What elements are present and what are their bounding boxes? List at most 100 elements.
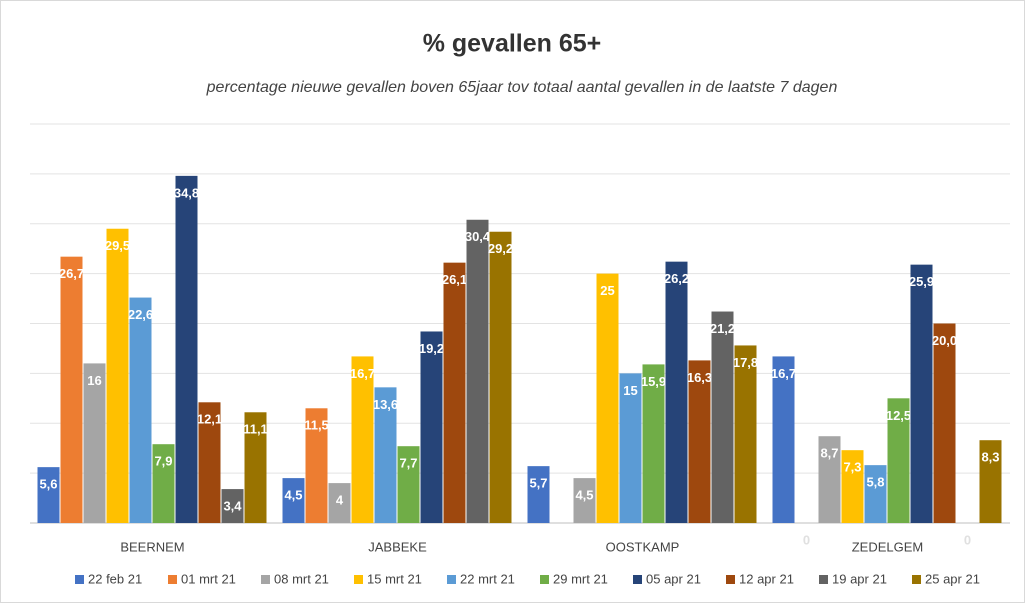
bar <box>734 345 757 523</box>
chart-subtitle: percentage nieuwe gevallen boven 65jaar … <box>206 79 838 96</box>
bar <box>443 262 466 523</box>
legend-label: 08 mrt 21 <box>274 571 329 586</box>
data-label: 12,5 <box>886 408 911 423</box>
legend-label: 29 mrt 21 <box>553 571 608 586</box>
data-label: 26,2 <box>664 271 689 286</box>
bar <box>619 373 642 523</box>
bar <box>60 256 83 523</box>
legend-swatch <box>261 575 270 584</box>
data-label: 34,8 <box>174 185 199 200</box>
data-label: 0 <box>964 532 971 547</box>
legend-label: 22 feb 21 <box>88 571 142 586</box>
data-label: 19,2 <box>419 341 444 356</box>
legend-label: 05 apr 21 <box>646 571 701 586</box>
bar <box>152 444 175 523</box>
legend-label: 19 apr 21 <box>832 571 887 586</box>
bar <box>106 228 129 524</box>
data-label: 0 <box>803 532 810 547</box>
data-label: 4,5 <box>284 488 302 503</box>
data-label: 15 <box>623 383 637 398</box>
data-label: 22,6 <box>128 307 153 322</box>
legend-swatch <box>75 575 84 584</box>
legend-swatch <box>726 575 735 584</box>
data-label: 3,4 <box>223 499 242 514</box>
data-label: 20,0 <box>932 333 957 348</box>
bar <box>979 440 1002 523</box>
data-label: 25,9 <box>909 274 934 289</box>
legend-swatch <box>633 575 642 584</box>
data-label: 4 <box>336 493 344 508</box>
bar <box>198 402 221 523</box>
bar <box>397 446 420 523</box>
bar <box>688 360 711 523</box>
data-label: 30,4 <box>465 229 491 244</box>
data-label: 26,7 <box>59 266 84 281</box>
data-label: 7,9 <box>154 454 172 469</box>
bar <box>466 219 489 523</box>
bar <box>282 478 305 523</box>
data-label: 8,3 <box>981 450 999 465</box>
data-label: 26,1 <box>442 272 467 287</box>
legend-label: 12 apr 21 <box>739 571 794 586</box>
bar <box>887 398 910 523</box>
bar <box>328 483 351 523</box>
legend-label: 22 mrt 21 <box>460 571 515 586</box>
legend-swatch <box>540 575 549 584</box>
data-label: 16 <box>87 373 101 388</box>
legend-label: 01 mrt 21 <box>181 571 236 586</box>
data-label: 16,7 <box>350 366 375 381</box>
data-label: 11,5 <box>304 418 329 433</box>
data-label: 17,8 <box>733 355 758 370</box>
data-label: 25 <box>600 283 614 298</box>
data-label: 29,2 <box>488 241 513 256</box>
bar <box>221 489 244 523</box>
bar <box>244 412 267 523</box>
legend-swatch <box>168 575 177 584</box>
legend-swatch <box>819 575 828 584</box>
data-label: 5,6 <box>39 477 57 492</box>
data-label: 12,1 <box>197 412 222 427</box>
data-label: 15,9 <box>641 374 666 389</box>
x-tick-label: JABBEKE <box>368 539 427 554</box>
bar <box>305 408 328 523</box>
bar <box>573 478 596 523</box>
bar <box>37 467 60 523</box>
data-label: 7,7 <box>399 456 417 471</box>
bar <box>772 356 795 523</box>
data-label: 16,7 <box>771 366 796 381</box>
bar <box>351 356 374 523</box>
data-label: 5,7 <box>529 476 547 491</box>
data-label: 13,6 <box>373 397 398 412</box>
bar <box>933 323 956 523</box>
legend-swatch <box>912 575 921 584</box>
bar <box>374 387 397 523</box>
bar <box>864 465 887 523</box>
bar <box>489 231 512 524</box>
bar <box>818 436 841 523</box>
data-label: 11,1 <box>243 422 268 437</box>
data-label: 5,8 <box>866 475 884 490</box>
data-label: 8,7 <box>820 446 838 461</box>
legend-label: 25 apr 21 <box>925 571 980 586</box>
bar <box>527 466 550 523</box>
bar <box>83 363 106 523</box>
chart-title: % gevallen 65+ <box>423 30 602 58</box>
bar <box>420 331 443 523</box>
bar <box>596 273 619 523</box>
data-label: 16,3 <box>687 370 712 385</box>
data-label: 7,3 <box>843 460 861 475</box>
x-tick-label: ZEDELGEM <box>852 539 924 554</box>
bar <box>711 311 734 523</box>
bar <box>910 264 933 523</box>
bar <box>642 364 665 523</box>
bar <box>841 450 864 523</box>
x-tick-label: OOSTKAMP <box>606 539 680 554</box>
x-tick-label: BEERNEM <box>120 539 184 554</box>
data-label: 4,5 <box>575 488 593 503</box>
data-label: 29,5 <box>105 238 130 253</box>
legend-swatch <box>447 575 456 584</box>
data-label: 21,2 <box>710 321 735 336</box>
bar <box>175 175 198 523</box>
bar <box>665 261 688 523</box>
